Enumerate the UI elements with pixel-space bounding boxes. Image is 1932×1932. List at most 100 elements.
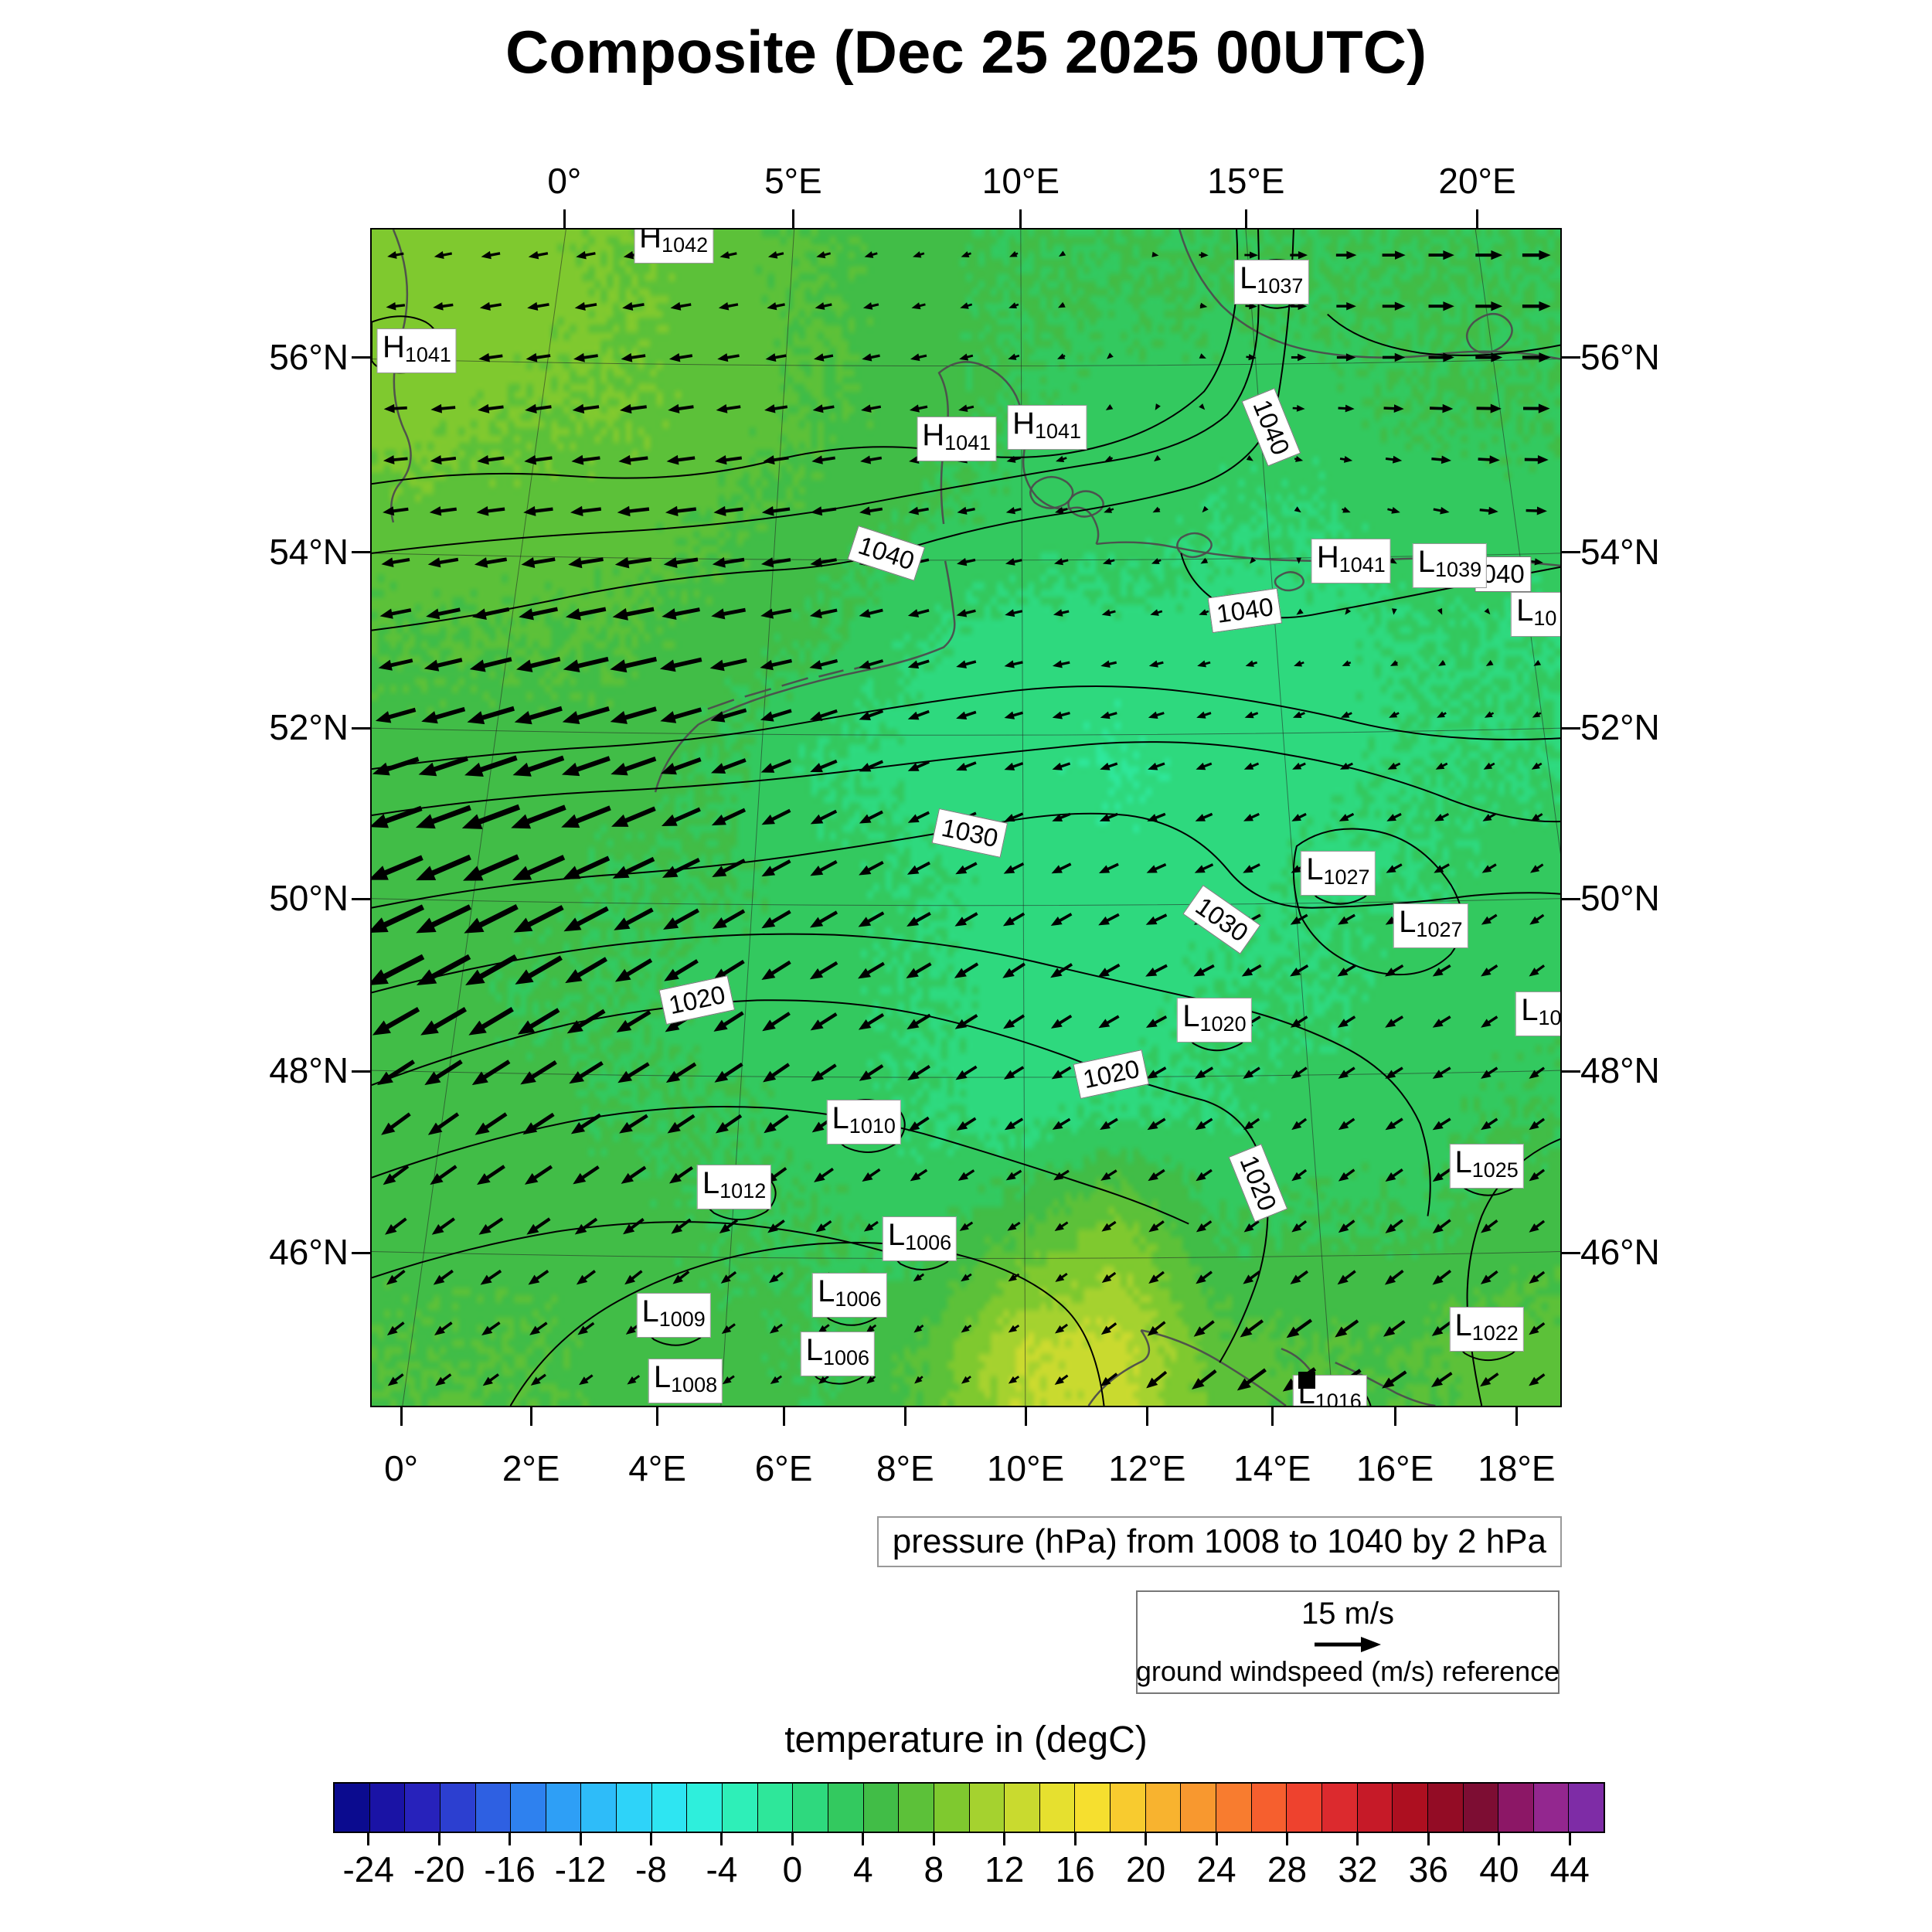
- axis-tick: [1476, 209, 1479, 228]
- wind-arrow: [1099, 812, 1118, 821]
- pressure-center-value: 1025: [1471, 1158, 1519, 1182]
- colorbar-segment: [899, 1784, 934, 1832]
- wind-arrow: [1292, 762, 1306, 770]
- colorbar-tick-label: 12: [985, 1849, 1025, 1889]
- wind-arrow: [385, 1217, 407, 1235]
- wind-arrow: [1148, 1220, 1165, 1233]
- colorbar: [333, 1782, 1605, 1833]
- wind-arrow: [1428, 301, 1454, 311]
- wind-arrow: [521, 557, 556, 569]
- wind-arrow: [1197, 660, 1211, 668]
- colorbar-segment: [440, 1784, 476, 1832]
- wind-arrow: [464, 755, 518, 777]
- wind-arrow: [612, 607, 655, 621]
- wind-arrow: [909, 404, 928, 413]
- wind-arrow: [1336, 353, 1356, 362]
- pressure-center-letter: L: [1399, 905, 1417, 940]
- wind-arrow: [1479, 506, 1498, 515]
- wind-arrow: [769, 1323, 783, 1334]
- wind-arrow: [618, 454, 648, 465]
- high-pressure-center: H1041: [376, 328, 457, 373]
- wind-arrow: [961, 1376, 971, 1384]
- wind-arrow: [1243, 863, 1260, 873]
- wind-arrow: [1531, 762, 1543, 770]
- wind-arrow: [1004, 660, 1023, 668]
- wind-arrow: [563, 906, 609, 932]
- wind-arrow: [527, 301, 549, 311]
- wind-arrow: [568, 556, 604, 569]
- axis-tick: [791, 209, 794, 228]
- pressure-center-value: 1006: [822, 1346, 870, 1370]
- wind-arrow: [1383, 1320, 1406, 1337]
- coastline: [1176, 532, 1213, 559]
- wind-arrow: [1053, 609, 1070, 617]
- wind-arrow: [474, 557, 508, 568]
- colorbar-tick-label: 24: [1196, 1849, 1236, 1889]
- wind-arrow: [760, 709, 792, 722]
- wind-arrow: [1054, 1221, 1069, 1232]
- wind-arrow: [1480, 1372, 1499, 1387]
- station-marker-square: [1298, 1371, 1316, 1389]
- pressure-center-value: 1027: [1323, 865, 1370, 889]
- wind-arrow: [569, 1061, 604, 1084]
- low-pressure-center: L1008: [648, 1359, 723, 1404]
- wind-arrow: [1480, 1270, 1498, 1284]
- wind-arrow: [811, 455, 835, 464]
- wind-arrow: [1382, 301, 1406, 311]
- wind-arrow: [662, 857, 700, 878]
- wind-arrow: [1432, 1219, 1451, 1234]
- wind-arrow: [1053, 1169, 1070, 1181]
- wind-arrow: [372, 1006, 420, 1036]
- wind-arrow: [481, 1321, 501, 1336]
- colorbar-segment: [969, 1784, 1005, 1832]
- high-pressure-center: H1041: [1311, 539, 1391, 584]
- wind-arrow: [1389, 711, 1400, 718]
- wind-arrow: [1195, 1117, 1213, 1131]
- wind-arrow: [913, 251, 925, 258]
- wind-arrow: [1101, 609, 1116, 617]
- colorbar-segment: [1569, 1784, 1604, 1832]
- coastline: [1466, 312, 1513, 354]
- left-axis-label: 50°N: [269, 878, 349, 919]
- isobar-contour: [372, 933, 1431, 1216]
- wind-arrow: [416, 854, 471, 881]
- wind-arrow: [381, 557, 410, 568]
- wind-arrow: [818, 1324, 830, 1334]
- wind-arrow: [1054, 506, 1068, 514]
- wind-arrow: [1196, 1270, 1213, 1284]
- wind-arrow: [1199, 302, 1208, 309]
- wind-arrow: [1382, 1370, 1407, 1389]
- wind-arrow: [482, 1373, 499, 1386]
- wind-arrow: [1429, 403, 1454, 413]
- colorbar-tick: [579, 1833, 582, 1845]
- wind-arrow: [1481, 1066, 1498, 1079]
- wind-arrow: [1147, 812, 1166, 821]
- wind-arrow: [1484, 607, 1491, 615]
- colorbar-tick-label: 28: [1267, 1849, 1308, 1889]
- wind-arrow: [1530, 813, 1543, 821]
- colorbar-segment: [335, 1784, 370, 1832]
- wind-arrow: [663, 556, 699, 568]
- wind-arrow: [1335, 1319, 1359, 1338]
- colorbar-tick: [1498, 1833, 1501, 1845]
- wind-arrow: [816, 251, 832, 259]
- wind-arrow: [866, 1376, 876, 1384]
- wind-arrow: [1292, 405, 1305, 412]
- wind-arrow: [762, 1012, 791, 1032]
- wind-arrow: [576, 1270, 597, 1285]
- wind-arrow: [1529, 1270, 1546, 1284]
- wind-arrow: [665, 505, 697, 517]
- wind-arrow: [670, 301, 692, 311]
- wind-arrow: [668, 403, 694, 413]
- colorbar-tick: [1286, 1833, 1288, 1845]
- colorbar-segment: [475, 1784, 512, 1832]
- pressure-center-value: 1041: [944, 430, 992, 454]
- pressure-center-value: 1041: [404, 342, 451, 366]
- wind-arrow: [815, 302, 832, 310]
- wind-arrow: [718, 302, 739, 311]
- wind-arrow: [1054, 558, 1069, 566]
- isobar-contour: [372, 685, 1560, 770]
- wind-arrow: [1003, 1014, 1026, 1029]
- wind-arrow: [1097, 963, 1121, 978]
- wind-arrow: [866, 1324, 877, 1333]
